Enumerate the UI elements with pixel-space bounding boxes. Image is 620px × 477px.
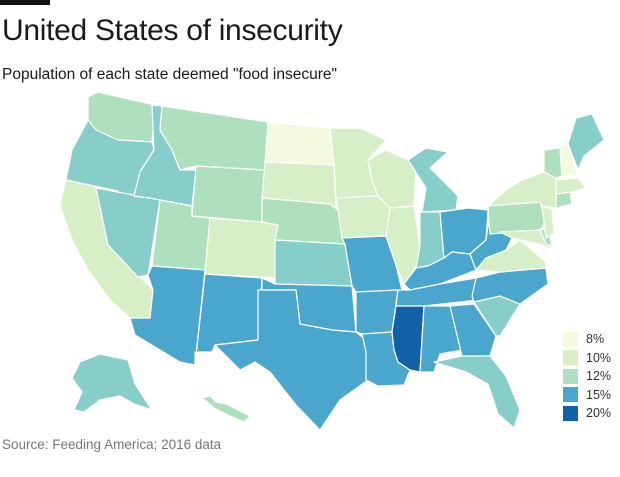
top-accent-bar: [0, 0, 50, 5]
legend-swatch: [563, 405, 578, 421]
legend-item: 8%: [563, 330, 611, 349]
state-ga[interactable]: [449, 303, 497, 357]
state-ct[interactable]: [555, 191, 573, 209]
state-ny[interactable]: [487, 171, 557, 209]
state-tx[interactable]: [214, 289, 369, 431]
page-title: United States of insecurity: [2, 14, 343, 47]
state-ak[interactable]: [71, 353, 153, 413]
state-fl[interactable]: [433, 355, 521, 429]
legend-label: 8%: [586, 332, 605, 347]
state-ma[interactable]: [555, 177, 587, 195]
state-me[interactable]: [567, 113, 605, 171]
state-mi[interactable]: [407, 147, 459, 213]
state-nc[interactable]: [471, 267, 549, 305]
legend-swatch: [563, 350, 578, 366]
state-wy[interactable]: [191, 165, 266, 223]
legend-swatch: [563, 331, 578, 347]
state-nm[interactable]: [194, 273, 263, 366]
state-mt[interactable]: [159, 105, 269, 171]
legend-item: 20%: [563, 404, 611, 423]
legend-item: 12%: [563, 367, 611, 386]
map-legend: 8% 10% 12% 15% 20%: [563, 330, 611, 423]
legend-label: 10%: [586, 350, 612, 365]
legend-swatch: [563, 368, 578, 384]
state-nd[interactable]: [264, 121, 335, 166]
state-co[interactable]: [204, 217, 279, 279]
legend-label: 20%: [586, 406, 612, 421]
state-nh[interactable]: [559, 143, 579, 177]
state-pa[interactable]: [487, 201, 547, 235]
state-az[interactable]: [129, 265, 206, 366]
state-hi[interactable]: [201, 395, 251, 423]
legend-label: 12%: [586, 369, 612, 384]
source-note: Source: Feeding America; 2016 data: [2, 437, 222, 452]
state-vt[interactable]: [543, 147, 563, 179]
state-ks[interactable]: [274, 239, 353, 287]
state-nj[interactable]: [541, 205, 555, 239]
legend-item: 15%: [563, 386, 611, 405]
state-ia[interactable]: [335, 195, 391, 239]
legend-label: 15%: [586, 387, 612, 402]
state-ar[interactable]: [355, 289, 399, 335]
legend-swatch: [563, 387, 578, 403]
page-subtitle: Population of each state deemed "food in…: [2, 66, 338, 83]
legend-item: 10%: [563, 349, 611, 368]
